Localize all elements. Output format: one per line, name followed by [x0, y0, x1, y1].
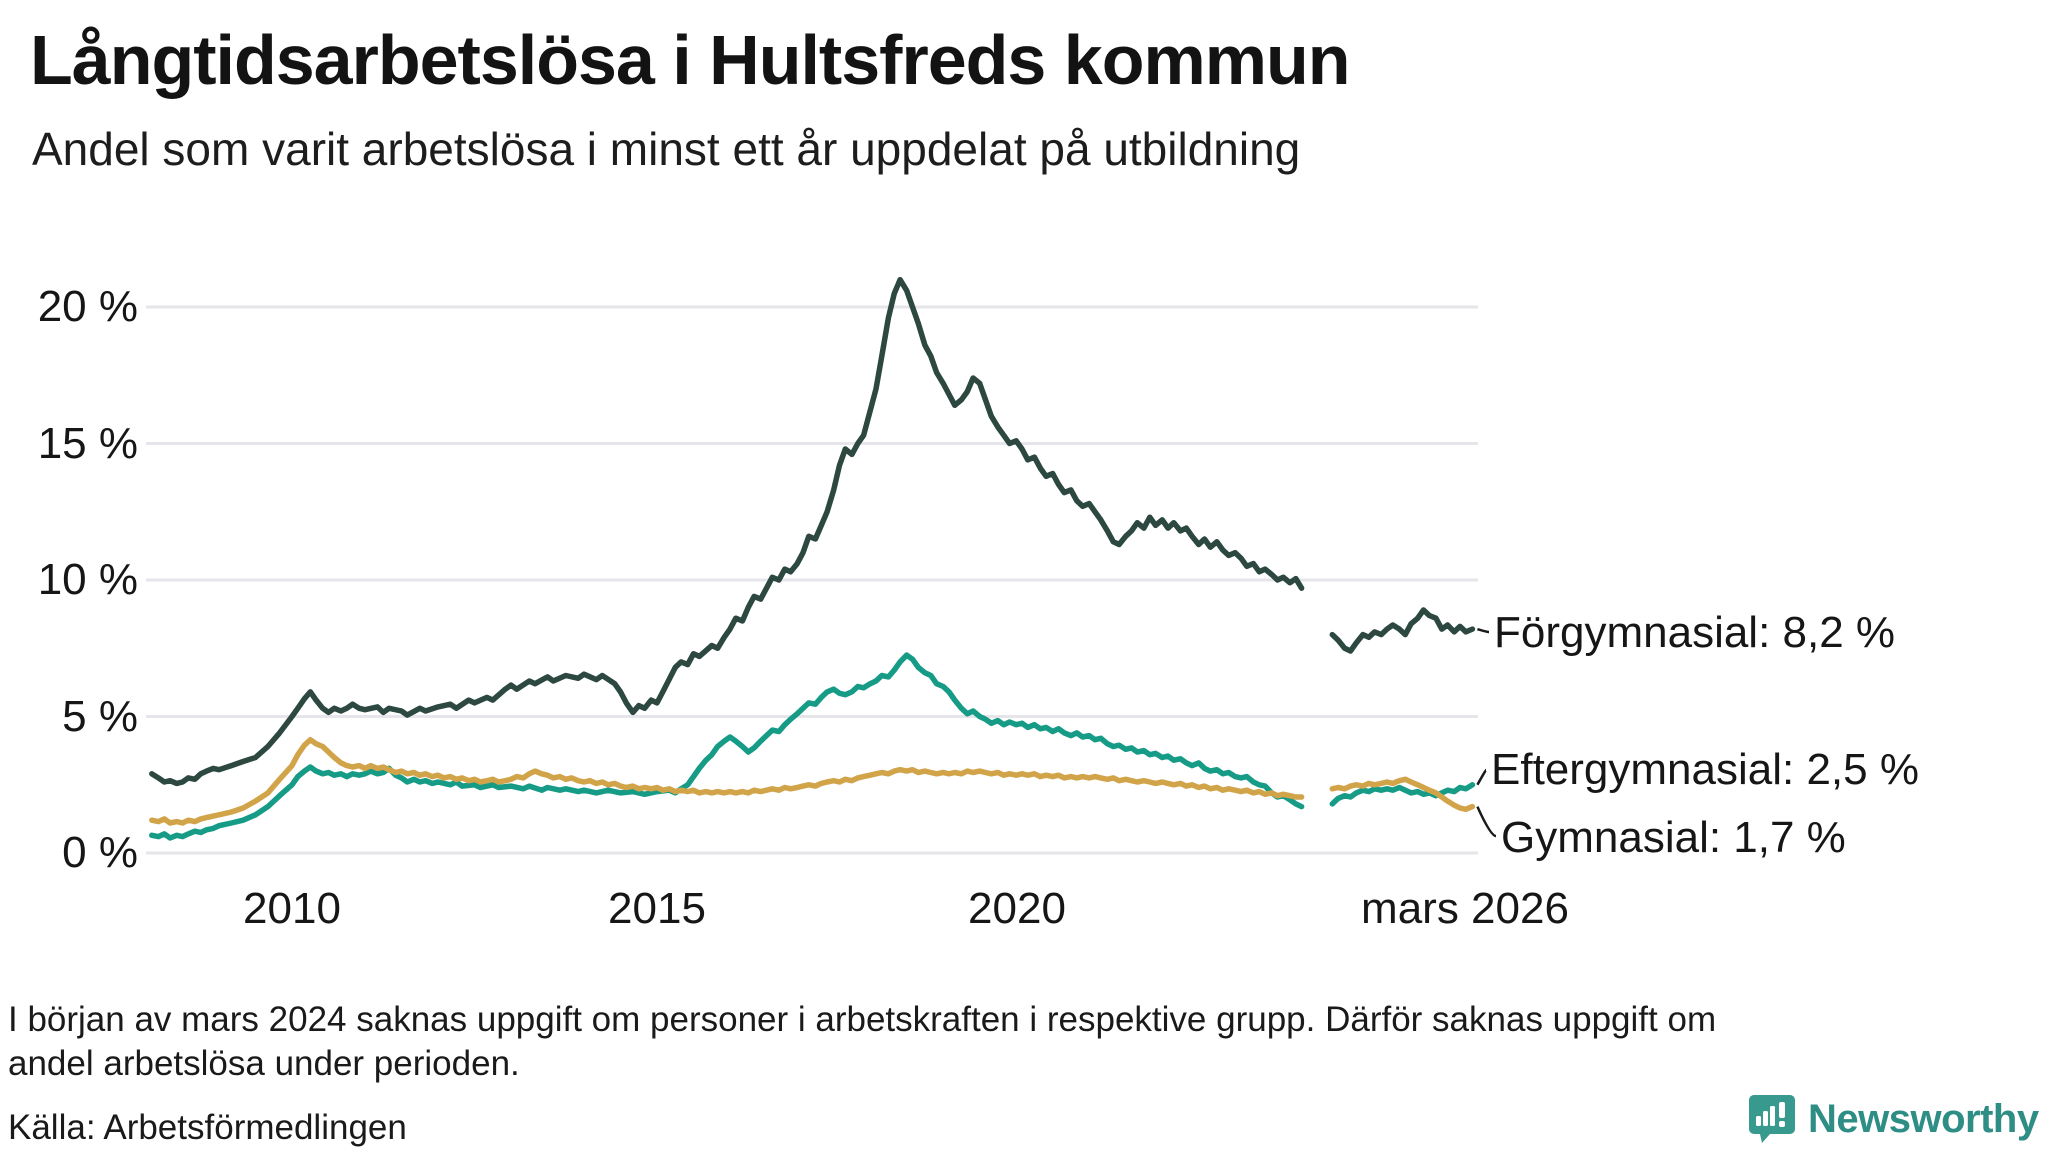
series-line-gymnasial	[1329, 776, 1476, 813]
series-line-förgymnasial	[149, 276, 1305, 787]
footnote-line2: andel arbetslösa under perioden.	[8, 1044, 520, 1083]
newsworthy-logo-text: Newsworthy	[1808, 1096, 2039, 1141]
newsworthy-logo-icon	[1749, 1095, 1795, 1143]
y-tick-5: 5 %	[62, 692, 138, 741]
footnote-line1: I början av mars 2024 saknas uppgift om …	[8, 1000, 1717, 1039]
x-tick-2010: 2010	[243, 884, 341, 933]
x-tick-2015: 2015	[608, 884, 706, 933]
label-connector-gymnasial	[1476, 806, 1497, 838]
y-tick-0: 0 %	[62, 828, 138, 877]
series-line-gymnasial	[149, 736, 1305, 826]
label-connector-eftergymnasial	[1476, 768, 1488, 786]
series-line-eftergymnasial	[1329, 782, 1476, 807]
chart-subtitle: Andel som varit arbetslösa i minst ett å…	[32, 123, 1301, 175]
series-line-förgymnasial	[1329, 607, 1476, 654]
page-title: Långtidsarbetslösa i Hultsfreds kommun	[30, 21, 1350, 99]
x-tick-mars-2026: mars 2026	[1361, 884, 1569, 933]
y-tick-15: 15 %	[37, 419, 138, 468]
y-tick-20: 20 %	[37, 282, 138, 331]
y-tick-10: 10 %	[37, 555, 138, 604]
series-label-gymnasial: Gymnasial: 1,7 %	[1501, 813, 1846, 862]
newsworthy-logo: Newsworthy	[1748, 1094, 2039, 1144]
label-connector-förgymnasial	[1477, 627, 1490, 634]
x-tick-2020: 2020	[968, 884, 1066, 933]
series-label-forgymnasial: Förgymnasial: 8,2 %	[1494, 608, 1896, 657]
source-label: Källa: Arbetsförmedlingen	[8, 1108, 407, 1147]
series-line-eftergymnasial	[149, 652, 1305, 841]
series-label-eftergymnasial: Eftergymnasial: 2,5 %	[1491, 745, 1919, 794]
